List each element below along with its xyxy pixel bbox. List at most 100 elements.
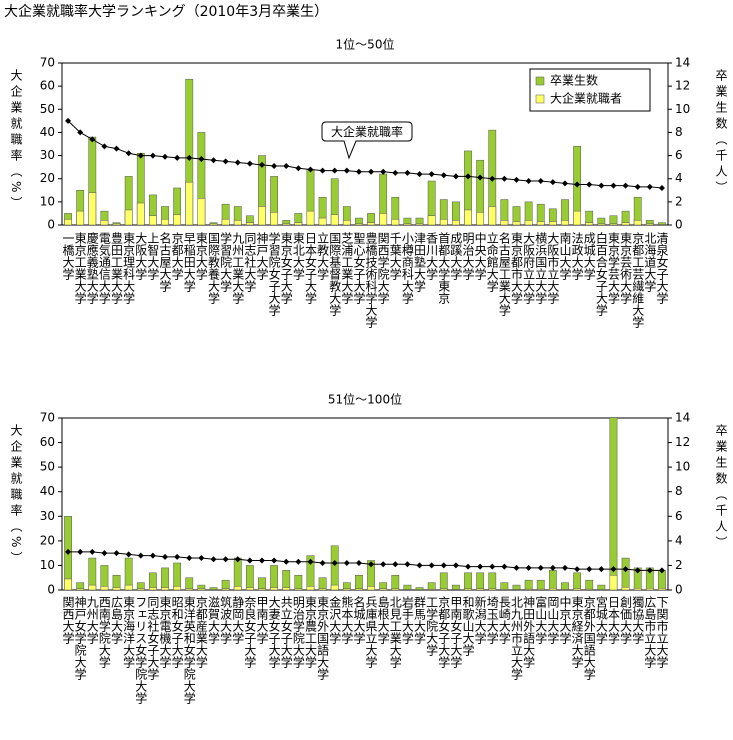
rate-point xyxy=(89,548,96,555)
x-tick-label: 立教大学 xyxy=(316,231,330,280)
x-tick-label: 広島大学 xyxy=(110,596,124,644)
bar xyxy=(197,132,206,225)
x-tick-label: 東北大学 xyxy=(291,232,305,280)
x-tick-label: 新潟大学 xyxy=(473,595,487,644)
y-tick-label: 0 xyxy=(47,218,55,232)
bar xyxy=(282,570,291,590)
rate-point xyxy=(428,171,435,178)
bar xyxy=(245,215,254,225)
bar xyxy=(100,565,109,590)
legend-label: 卒業生数 xyxy=(550,73,598,88)
bar xyxy=(548,570,557,590)
rate-point xyxy=(258,161,265,168)
x-tick-label: 東京経済大学 xyxy=(570,596,584,668)
bar xyxy=(197,588,206,590)
rate-point xyxy=(537,178,544,185)
bar xyxy=(185,181,194,225)
x-tick-label: 甲南大学 xyxy=(255,596,269,644)
x-tick-label: 熊本大学 xyxy=(340,595,354,644)
bar xyxy=(633,196,642,225)
x-tick-label: 奈良女子大学 xyxy=(243,596,257,668)
bar xyxy=(330,584,339,590)
bar xyxy=(258,155,266,225)
bar xyxy=(645,220,654,225)
rate-point xyxy=(258,557,265,564)
bar xyxy=(221,203,230,225)
x-tick-label: 芝浦工業大学 xyxy=(340,231,354,304)
y-tick-label: 40 xyxy=(40,125,55,139)
bar xyxy=(161,206,169,225)
bar xyxy=(294,575,303,590)
bar xyxy=(88,584,97,590)
x-tick-label: 豊田工業大学 xyxy=(110,232,124,304)
rate-point xyxy=(283,558,290,565)
bar xyxy=(342,582,351,590)
rate-point xyxy=(331,559,338,566)
bar xyxy=(464,572,472,590)
rate-point xyxy=(319,559,326,566)
bar xyxy=(233,557,242,590)
rate-point xyxy=(513,564,520,571)
bar xyxy=(403,223,412,225)
bar xyxy=(439,572,448,590)
y-tick-label: 70 xyxy=(40,411,55,425)
x-tick-label: 大阪市立大学 xyxy=(546,232,560,304)
bar xyxy=(427,589,436,590)
y2-tick-label: 8 xyxy=(675,125,683,139)
bar xyxy=(173,562,182,590)
x-tick-label: 静岡大学 xyxy=(231,596,245,644)
bar xyxy=(548,588,557,590)
bar xyxy=(488,206,497,225)
rate-point xyxy=(162,153,169,160)
rate-point xyxy=(319,167,326,174)
y2-tick-label: 4 xyxy=(675,533,683,547)
rate-point xyxy=(489,175,496,182)
bar xyxy=(391,575,400,590)
y-tick-label: 70 xyxy=(40,56,55,70)
rate-point xyxy=(416,171,423,178)
x-tick-label: 関西学院大学 xyxy=(376,232,390,304)
bar xyxy=(306,586,315,590)
bar xyxy=(330,214,339,225)
bar xyxy=(439,199,448,225)
rate-point xyxy=(549,564,556,571)
bar xyxy=(149,215,157,225)
rate-line xyxy=(68,551,662,571)
bar xyxy=(161,587,169,590)
bar xyxy=(64,578,72,590)
bar xyxy=(609,418,618,590)
rate-point xyxy=(477,174,484,181)
rate-point xyxy=(513,176,520,183)
bar xyxy=(633,220,642,225)
y2-tick-label: 8 xyxy=(675,484,683,498)
x-tick-label: 東京都市大学 xyxy=(510,232,524,304)
bar xyxy=(112,587,121,590)
bar xyxy=(258,588,266,590)
rate-point xyxy=(77,129,84,136)
rate-point xyxy=(646,567,653,574)
rate-point xyxy=(634,567,641,574)
x-tick-label: 筑波大学 xyxy=(219,595,233,644)
bar xyxy=(149,194,157,225)
rate-point xyxy=(622,566,629,573)
x-tick-label: 神田外語大学 xyxy=(522,596,536,668)
bar xyxy=(536,221,545,225)
bar xyxy=(548,221,557,225)
x-tick-label: 神戸大学 xyxy=(255,232,269,280)
y2-tick-label: 14 xyxy=(675,411,690,425)
rate-point xyxy=(525,178,532,185)
bar xyxy=(136,588,145,590)
bar xyxy=(76,582,85,590)
rate-point xyxy=(489,563,496,570)
rate-point xyxy=(162,553,169,560)
bar xyxy=(330,545,339,590)
x-tick-label: 京都工芸繊維大学 xyxy=(631,232,645,328)
x-tick-label: 慶應義塾大学 xyxy=(85,232,99,304)
bar xyxy=(403,217,412,225)
bar xyxy=(221,579,230,590)
bar xyxy=(512,221,521,225)
bar xyxy=(318,577,327,590)
x-tick-label: 聖心女子大学 xyxy=(352,232,366,304)
y-tick-label: 30 xyxy=(40,509,55,523)
rate-point xyxy=(634,183,641,190)
